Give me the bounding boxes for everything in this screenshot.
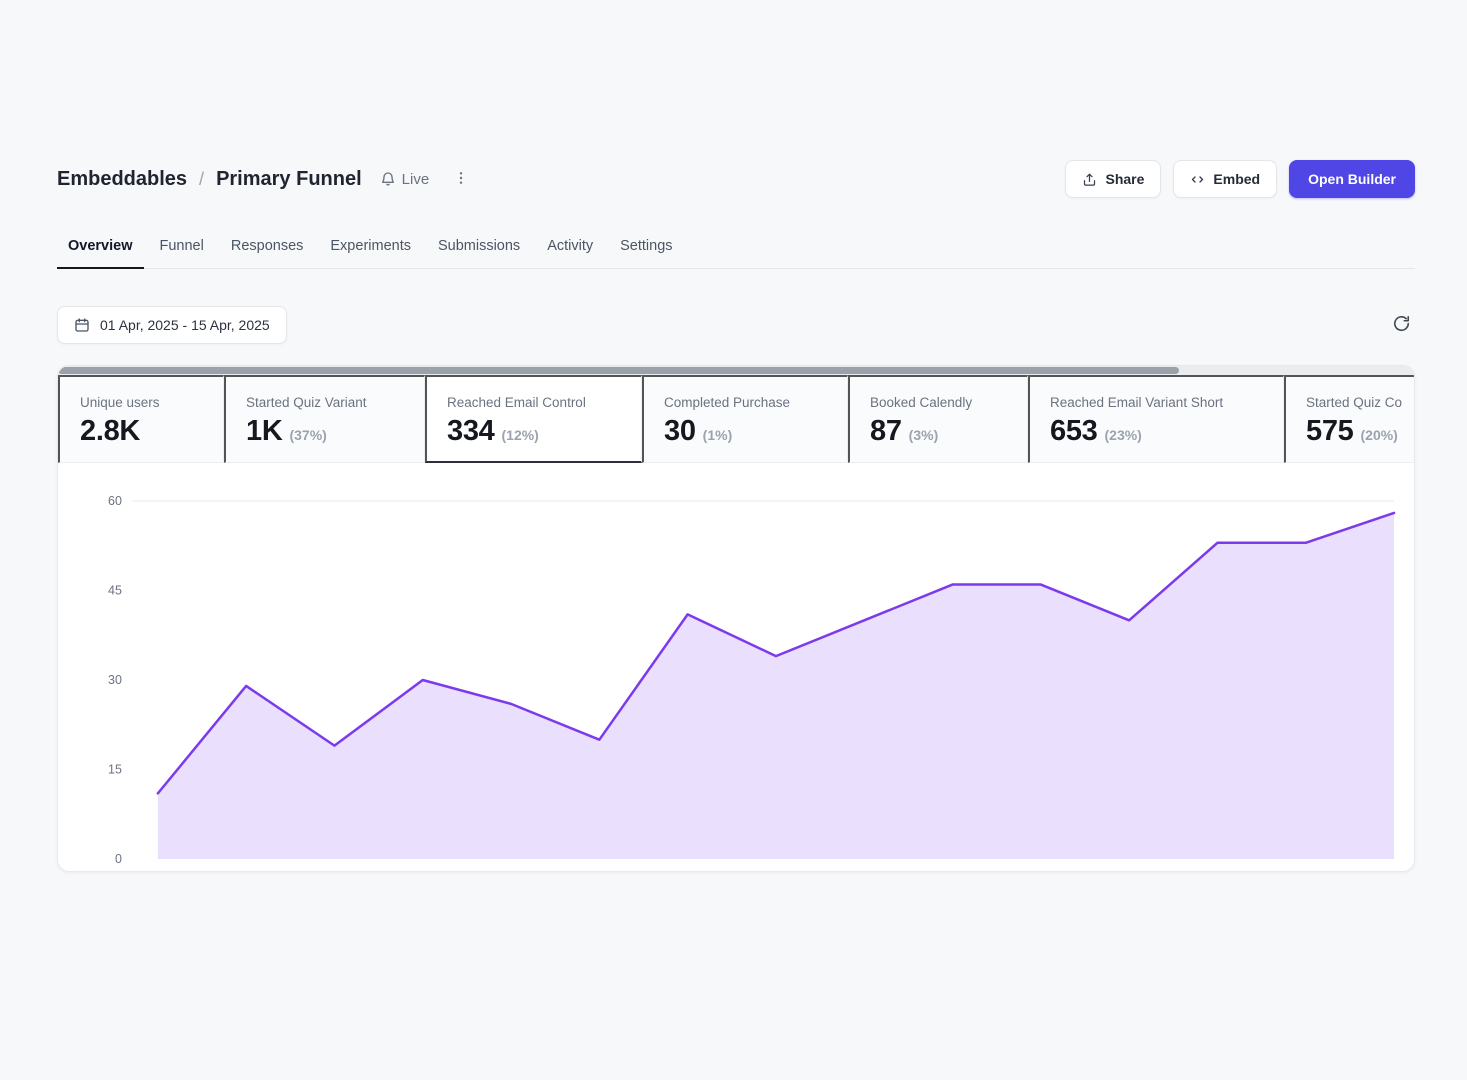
metric-percent: (37%) [289, 427, 327, 443]
tab-activity[interactable]: Activity [536, 238, 604, 269]
metric-percent: (1%) [702, 427, 733, 443]
metric-label: Unique users [80, 395, 160, 410]
calendar-icon [74, 317, 90, 333]
y-tick-label: 45 [108, 583, 122, 597]
metric-value: 653 [1050, 415, 1098, 447]
analytics-page: Embeddables / Primary Funnel Live [57, 160, 1415, 872]
tab-submissions[interactable]: Submissions [427, 238, 531, 269]
live-status-badge[interactable]: Live [380, 170, 430, 188]
area-line [156, 511, 1396, 795]
tab-funnel[interactable]: Funnel [149, 238, 215, 269]
refresh-button[interactable] [1388, 310, 1415, 340]
code-icon [1190, 172, 1205, 187]
breadcrumb-separator: / [199, 168, 205, 189]
embed-button[interactable]: Embed [1173, 160, 1278, 198]
metric-value: 87 [870, 415, 902, 447]
kebab-icon [453, 170, 469, 186]
metric-percent: (20%) [1360, 427, 1398, 443]
metric-tile-reached-email-variant-short[interactable]: Reached Email Variant Short 653 (23%) [1028, 375, 1284, 463]
metric-percent: (3%) [908, 427, 939, 443]
horizontal-scrollbar-thumb[interactable] [58, 367, 1180, 374]
refresh-icon [1392, 314, 1411, 333]
share-button[interactable]: Share [1065, 160, 1162, 198]
share-label: Share [1105, 171, 1145, 187]
metric-percent: (23%) [1104, 427, 1142, 443]
metric-value: 334 [447, 415, 495, 447]
metric-value: 1K [246, 415, 283, 447]
metric-label: Booked Calendly [870, 395, 973, 410]
metric-value: 575 [1306, 415, 1354, 447]
date-range-label: 01 Apr, 2025 - 15 Apr, 2025 [100, 317, 270, 333]
metric-tile-reached-email-control[interactable]: Reached Email Control 334 (12%) [425, 375, 642, 463]
page-title: Primary Funnel [216, 167, 362, 190]
tab-bar: Overview Funnel Responses Experiments Su… [57, 238, 1415, 269]
metric-tile-started-quiz-co[interactable]: Started Quiz Co 575 (20%) [1284, 375, 1414, 463]
filter-row: 01 Apr, 2025 - 15 Apr, 2025 [57, 306, 1415, 344]
y-tick-label: 15 [108, 762, 122, 776]
live-label: Live [401, 170, 430, 188]
horizontal-scrollbar-track[interactable] [58, 366, 1414, 375]
tab-experiments[interactable]: Experiments [319, 238, 422, 269]
metric-value: 2.8K [80, 415, 141, 447]
open-builder-label: Open Builder [1308, 171, 1396, 187]
metric-label: Started Quiz Co [1306, 395, 1403, 410]
metric-tile-started-quiz-variant[interactable]: Started Quiz Variant 1K (37%) [224, 375, 425, 463]
metrics-card: Unique users 2.8K Started Quiz Variant 1… [57, 365, 1415, 872]
tab-responses[interactable]: Responses [220, 238, 315, 269]
metric-label: Completed Purchase [664, 395, 791, 410]
share-icon [1082, 172, 1097, 187]
embed-label: Embed [1213, 171, 1261, 187]
metric-tiles: Unique users 2.8K Started Quiz Variant 1… [58, 375, 1414, 463]
date-range-picker[interactable]: 01 Apr, 2025 - 15 Apr, 2025 [57, 306, 287, 344]
breadcrumb: Embeddables / Primary Funnel Live [57, 166, 473, 193]
y-tick-label: 30 [108, 673, 122, 687]
page-header: Embeddables / Primary Funnel Live [57, 160, 1415, 198]
y-tick-label: 0 [115, 852, 122, 866]
y-tick-label: 60 [108, 494, 122, 508]
tab-settings[interactable]: Settings [609, 238, 683, 269]
open-builder-button[interactable]: Open Builder [1289, 160, 1415, 198]
area-chart: 0 15 30 45 60 [108, 494, 1396, 866]
live-icon [380, 171, 396, 187]
tab-overview[interactable]: Overview [57, 238, 144, 269]
metric-label: Reached Email Variant Short [1050, 395, 1224, 410]
more-menu-button[interactable] [449, 166, 473, 193]
metric-tile-completed-purchase[interactable]: Completed Purchase 30 (1%) [642, 375, 848, 463]
metric-tile-unique-users[interactable]: Unique users 2.8K [58, 375, 224, 463]
metric-label: Reached Email Control [447, 395, 586, 410]
breadcrumb-root[interactable]: Embeddables [57, 167, 188, 190]
metric-percent: (12%) [501, 427, 539, 443]
metric-tile-booked-calendly[interactable]: Booked Calendly 87 (3%) [848, 375, 1028, 463]
metric-label: Started Quiz Variant [246, 395, 367, 410]
header-actions: Share Embed Open Builder [1065, 160, 1415, 198]
area-fill [157, 512, 1395, 859]
metric-value: 30 [664, 415, 696, 447]
chart-area: 0 15 30 45 60 [58, 463, 1414, 871]
